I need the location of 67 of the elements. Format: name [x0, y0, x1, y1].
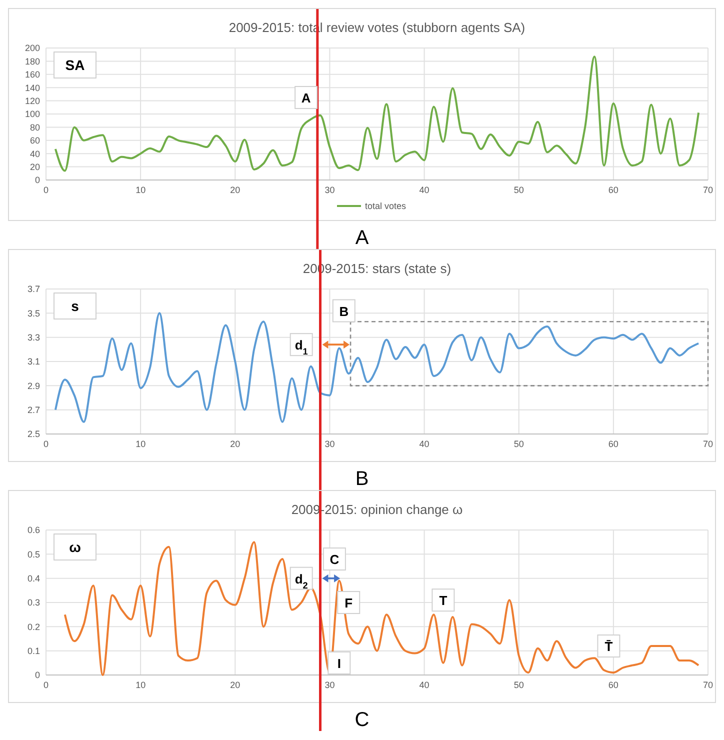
annotation: C [330, 552, 340, 567]
y-tick-label: 3.5 [27, 308, 40, 318]
x-tick-label: 20 [230, 680, 240, 690]
y-tick-label: 100 [24, 109, 40, 120]
y-tick-label: 2.9 [27, 380, 40, 391]
x-tick-label: 70 [702, 680, 714, 690]
x-tick-label: 10 [136, 439, 146, 449]
y-tick-label: 0.3 [27, 598, 40, 608]
y-tick-label: 60 [30, 136, 40, 146]
x-tick-label: 0 [43, 680, 49, 690]
annotation: d$_{2}$ [294, 571, 308, 590]
x-tick-label: 40 [419, 680, 430, 690]
x-tick-label: 10 [136, 680, 146, 690]
y-tick-label: 3.7 [27, 284, 40, 294]
y-tick-label: 160 [24, 70, 40, 80]
annotation: B [339, 304, 349, 319]
y-tick-label: 140 [24, 82, 40, 93]
annotation: SA [65, 57, 85, 73]
x-tick-label: 20 [230, 185, 240, 195]
y-tick-label: 0 [34, 175, 40, 186]
annotation: d$_{1}$ [294, 338, 308, 357]
y-tick-label: 80 [30, 122, 40, 132]
y-tick-label: 40 [30, 148, 40, 159]
y-tick-label: 200 [24, 43, 40, 54]
y-tick-label: 2.7 [27, 404, 40, 415]
y-tick-label: 120 [24, 96, 40, 106]
annotation: A [301, 90, 312, 106]
annotation: T̄ [604, 639, 613, 654]
x-tick-label: 40 [419, 439, 430, 449]
x-tick-label: 70 [702, 439, 714, 449]
y-tick-label: 20 [30, 162, 40, 172]
x-tick-label: 0 [43, 439, 49, 449]
x-tick-label: 60 [608, 185, 618, 195]
x-tick-label: 30 [324, 439, 335, 449]
y-tick-label: 0.5 [27, 549, 40, 560]
annotation: I [337, 656, 341, 671]
x-tick-label: 20 [230, 439, 240, 449]
annotation: s [71, 298, 80, 314]
x-tick-label: 50 [514, 185, 524, 195]
x-tick-label: 50 [514, 680, 524, 690]
x-tick-label: 30 [324, 680, 335, 690]
x-tick-label: 40 [419, 185, 430, 195]
line-series [64, 541, 700, 676]
y-tick-label: 2.5 [27, 429, 40, 440]
x-tick-label: 60 [608, 680, 618, 690]
x-tick-label: 30 [324, 185, 335, 195]
y-tick-label: 0.1 [27, 646, 40, 656]
text: B [355, 468, 369, 490]
y-tick-label: 3.3 [27, 332, 40, 342]
x-tick-label: 50 [514, 439, 524, 449]
text: A [355, 227, 370, 249]
annotation: ω [69, 539, 82, 555]
x-tick-label: 0 [43, 185, 49, 195]
x-tick-label: 60 [608, 439, 618, 449]
annotation: F [344, 596, 353, 610]
y-tick-label: 0 [34, 670, 40, 680]
y-tick-label: 3.1 [27, 356, 40, 367]
annotation: T [439, 593, 448, 608]
line-series [54, 56, 700, 172]
y-tick-label: 0.6 [27, 525, 40, 536]
text: C [354, 709, 370, 731]
x-tick-label: 70 [702, 185, 714, 195]
y-tick-label: 0.2 [27, 622, 40, 632]
legend-label: total votes [365, 201, 407, 212]
y-tick-label: 0.4 [27, 573, 40, 584]
x-tick-label: 10 [136, 185, 146, 195]
y-tick-label: 180 [24, 56, 40, 66]
